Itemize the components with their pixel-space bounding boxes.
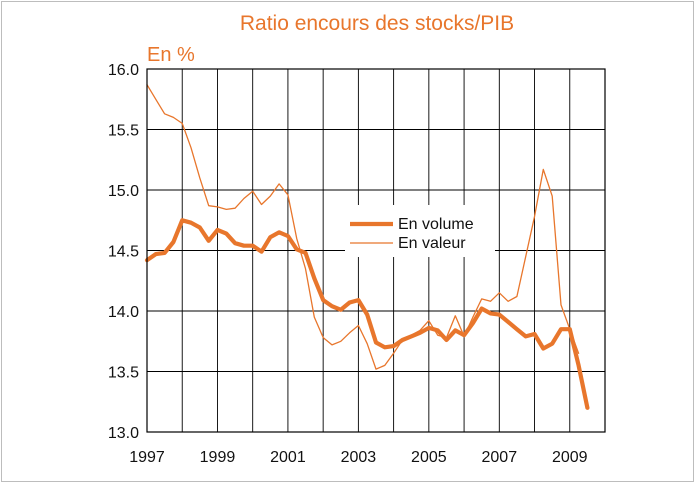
y-axis-ticks: 13.0 13.5 14.0 14.5 15.0 15.5 16.0 bbox=[108, 62, 139, 442]
plot-area-border bbox=[146, 68, 606, 433]
series-line-en-valeur bbox=[146, 84, 580, 370]
x-axis-ticks: 1997 1999 2001 2003 2005 2007 2009 bbox=[129, 449, 587, 466]
series-lines bbox=[144, 84, 590, 410]
x-tick-label: 2005 bbox=[411, 449, 447, 466]
y-axis-unit-label: En % bbox=[147, 44, 195, 66]
y-tick-label: 15.0 bbox=[108, 183, 139, 200]
x-tick-label: 2003 bbox=[341, 449, 377, 466]
y-tick-label: 15.5 bbox=[108, 123, 139, 140]
legend-label-en-volume: En volume bbox=[398, 216, 474, 233]
x-tick-label: 2007 bbox=[482, 449, 518, 466]
y-tick-label: 13.5 bbox=[108, 365, 139, 382]
chart-title: Ratio encours des stocks/PIB bbox=[240, 12, 514, 35]
series-line-en-volume bbox=[144, 218, 590, 410]
y-tick-label: 16.0 bbox=[108, 62, 139, 79]
legend-label-en-valeur: En valeur bbox=[398, 235, 466, 252]
y-tick-label: 14.0 bbox=[108, 304, 139, 321]
y-tick-label: 13.0 bbox=[108, 425, 139, 442]
legend-background bbox=[345, 205, 495, 257]
legend: En volume En valeur bbox=[345, 205, 495, 257]
x-tick-label: 1999 bbox=[200, 449, 236, 466]
y-tick-label: 14.5 bbox=[108, 244, 139, 261]
x-tick-label: 2009 bbox=[552, 449, 588, 466]
x-tick-label: 1997 bbox=[129, 449, 165, 466]
x-tick-label: 2001 bbox=[270, 449, 306, 466]
